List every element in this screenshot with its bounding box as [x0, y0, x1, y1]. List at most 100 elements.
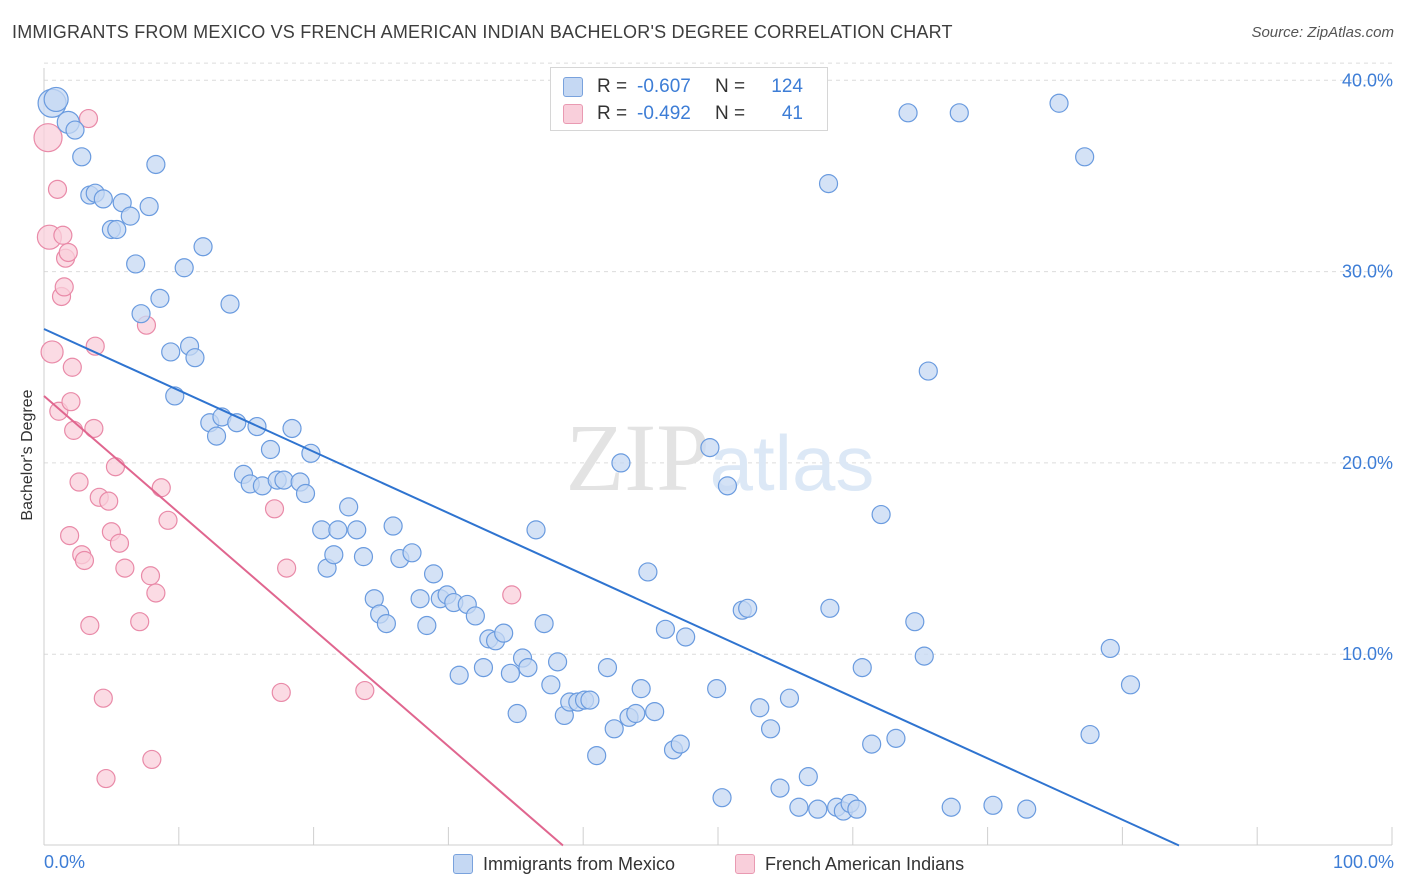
pink-data-point — [355, 680, 375, 701]
watermark-atlas: atlas — [710, 419, 875, 507]
axes — [43, 68, 1393, 846]
chart-source: Source: ZipAtlas.com — [1251, 24, 1394, 41]
blue-data-point — [376, 613, 396, 634]
blue-data-point — [700, 437, 720, 458]
pink-data-point — [277, 558, 297, 578]
pink-data-point — [99, 491, 119, 511]
blue-data-point — [465, 606, 485, 626]
blue-data-point — [339, 497, 359, 517]
blue-data-point — [507, 703, 527, 724]
blue-data-point — [185, 348, 205, 368]
blue-data-point — [146, 154, 166, 175]
blue-data-point — [547, 652, 568, 672]
chart-title: IMMIGRANTS FROM MEXICO VS FRENCH AMERICA… — [12, 22, 953, 42]
blue-data-point — [738, 598, 758, 618]
blue-data-point — [611, 453, 631, 473]
legend-label: Immigrants from Mexico — [483, 853, 676, 874]
blue-data-point — [526, 520, 546, 540]
blue-data-point — [174, 258, 194, 278]
blue-data-point — [645, 701, 665, 722]
pink-data-point — [84, 418, 104, 439]
blue-data-point — [1075, 147, 1095, 167]
legend-swatch-blue — [453, 854, 473, 874]
y-tick-labels: 10.0% 20.0% 30.0% 40.0% — [1342, 70, 1393, 664]
y-tick-label: 40.0% — [1342, 70, 1393, 90]
blue-data-point — [750, 698, 770, 718]
blue-data-point — [760, 719, 781, 739]
correlation-stats-box: R = -0.607 N = 124 R = -0.492 N = 41 — [550, 67, 828, 131]
pink-data-point — [62, 357, 82, 377]
y-tick-label: 30.0% — [1342, 262, 1393, 282]
pink-data-point — [53, 225, 73, 245]
r-value: -0.607 — [637, 76, 691, 97]
blue-data-point — [676, 627, 696, 647]
blue-data-point — [165, 386, 185, 406]
blue-data-point — [312, 520, 332, 540]
series-french-american-indians-points — [33, 108, 522, 789]
x-tick-label-max: 100.0% — [1332, 852, 1394, 872]
blue-data-point — [534, 613, 554, 634]
blue-data-point — [587, 745, 607, 766]
blue-data-point — [914, 646, 934, 666]
blue-data-point — [941, 797, 961, 817]
blue-data-point — [328, 520, 348, 540]
legend-item-french-american-indians[interactable]: French American Indians — [735, 850, 964, 878]
pink-data-point — [115, 558, 135, 578]
pink-data-point — [109, 533, 130, 553]
blue-data-point — [518, 657, 538, 678]
pink-data-point — [271, 682, 291, 703]
pink-data-point — [146, 583, 166, 603]
pink-data-point — [58, 242, 78, 263]
blue-data-point — [604, 719, 624, 739]
blue-data-point — [274, 470, 294, 490]
watermark: ZIPatlas — [566, 404, 875, 511]
blue-data-point — [670, 734, 690, 754]
pink-data-point — [80, 615, 100, 636]
blue-data-point — [383, 516, 403, 536]
gridlines — [44, 62, 1392, 655]
trend-line-blue — [43, 328, 1180, 847]
n-label: N = — [715, 103, 746, 124]
blue-data-point — [120, 206, 140, 226]
blue-data-point — [494, 623, 514, 643]
pink-data-point — [60, 525, 80, 546]
n-value: 41 — [781, 103, 803, 124]
blue-data-point — [949, 103, 969, 123]
pink-data-point — [140, 566, 161, 586]
blue-data-point — [1080, 724, 1100, 745]
pink-data-point — [96, 768, 116, 789]
pink-data-point — [93, 688, 113, 708]
watermark-zip: ZIP — [566, 404, 710, 511]
blue-data-point — [779, 688, 800, 708]
blue-data-point — [43, 86, 69, 113]
blue-data-point — [410, 589, 430, 609]
legend-item-immigrants-from-mexico[interactable]: Immigrants from Mexico — [453, 850, 675, 878]
blue-data-point — [597, 657, 618, 678]
blue-data-point — [655, 619, 676, 639]
stats-row-french-american-indians: R = -0.492 N = 41 — [563, 101, 803, 127]
blue-data-point — [193, 237, 213, 257]
legend-label: French American Indians — [765, 853, 965, 874]
blue-data-point — [150, 288, 170, 308]
blue-data-point — [139, 196, 159, 217]
blue-data-point — [847, 799, 867, 819]
blue-data-point — [626, 703, 646, 724]
stats-row-mexico: R = -0.607 N = 124 — [563, 74, 803, 100]
blue-data-point — [324, 545, 344, 565]
pink-data-point — [40, 340, 64, 364]
blue-data-point — [871, 504, 891, 525]
pink-data-point — [47, 179, 68, 199]
blue-data-point — [449, 665, 469, 685]
blue-data-point — [260, 439, 281, 460]
blue-data-point — [918, 361, 938, 381]
pink-data-point — [151, 478, 171, 498]
n-label: N = — [715, 76, 746, 97]
stats-swatch-pink — [563, 104, 583, 124]
blue-data-point — [107, 219, 127, 240]
blue-data-point — [423, 564, 444, 584]
r-label: R = — [597, 76, 628, 97]
pink-data-point — [105, 457, 126, 477]
pink-data-point — [61, 392, 81, 412]
blue-data-point — [1017, 799, 1037, 819]
blue-data-point — [717, 476, 738, 496]
